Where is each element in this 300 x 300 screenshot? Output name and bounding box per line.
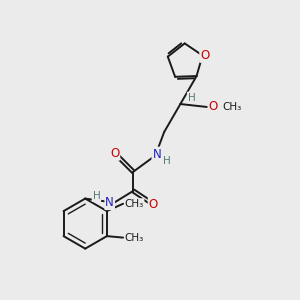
Text: O: O bbox=[149, 198, 158, 211]
Text: H: H bbox=[93, 191, 100, 201]
Text: N: N bbox=[152, 148, 161, 160]
Text: CH₃: CH₃ bbox=[223, 102, 242, 112]
Text: CH₃: CH₃ bbox=[124, 199, 144, 209]
Text: O: O bbox=[200, 49, 209, 62]
Text: H: H bbox=[188, 92, 195, 103]
Text: H: H bbox=[163, 156, 170, 166]
Text: O: O bbox=[110, 147, 119, 160]
Text: N: N bbox=[105, 196, 114, 209]
Text: O: O bbox=[209, 100, 218, 113]
Text: CH₃: CH₃ bbox=[124, 232, 144, 243]
